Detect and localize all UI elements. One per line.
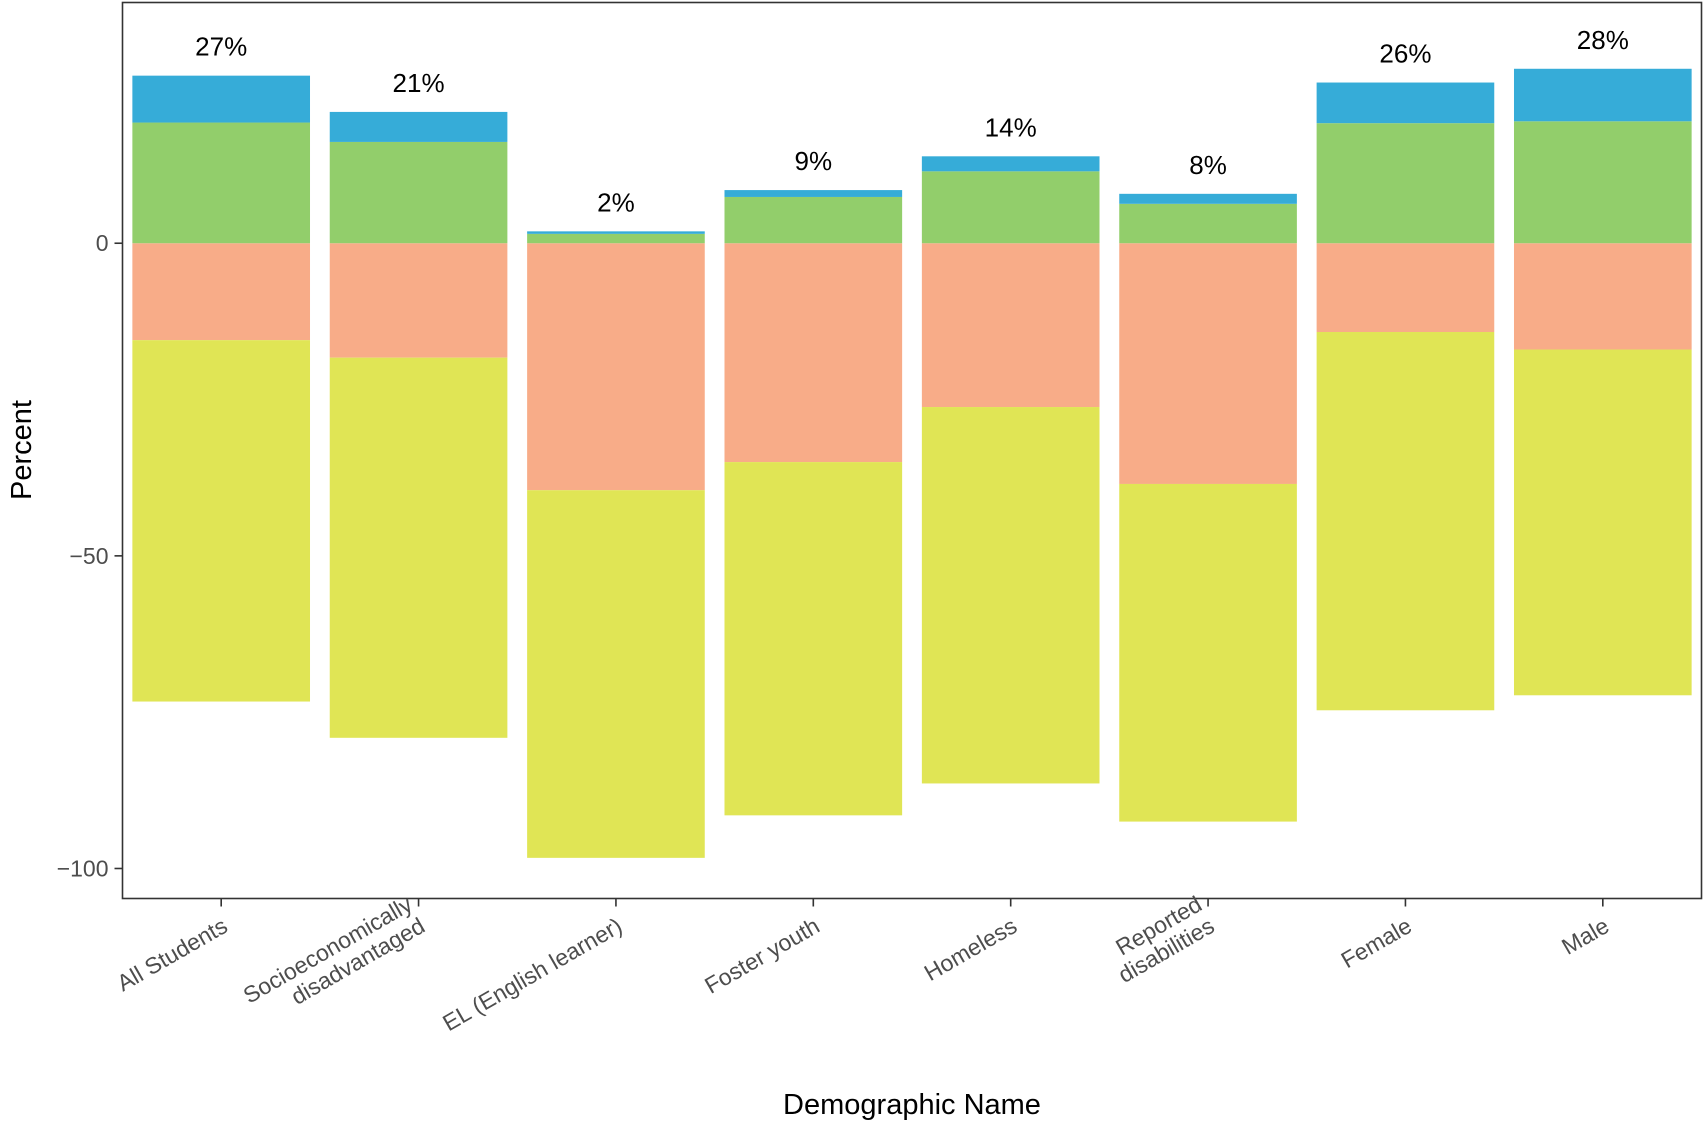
bar-segment xyxy=(329,243,508,358)
data-label: 14% xyxy=(985,112,1037,142)
bar-segment xyxy=(724,243,903,463)
y-axis-title: Percent xyxy=(6,400,38,500)
bar-segment xyxy=(1513,243,1692,350)
bar-segment xyxy=(1119,243,1297,484)
bar-segment xyxy=(921,243,1100,408)
bar-segment xyxy=(527,231,705,234)
data-label: 28% xyxy=(1577,25,1629,55)
x-axis-title: Demographic Name xyxy=(783,1089,1041,1121)
bar-segment xyxy=(1316,123,1495,244)
bar-segment xyxy=(724,190,903,197)
bar-segment xyxy=(1513,121,1692,244)
data-label: 2% xyxy=(597,187,635,217)
bar-segment xyxy=(1513,349,1692,696)
bar-segment xyxy=(921,156,1100,172)
bar-segment xyxy=(527,490,705,858)
data-label: 9% xyxy=(795,146,833,176)
bar-segment xyxy=(1316,243,1495,333)
bars-layer xyxy=(132,68,1692,858)
y-tick-label: −100 xyxy=(57,855,109,881)
bar-segment xyxy=(329,111,508,142)
bar-segment xyxy=(724,462,903,816)
bar-segment xyxy=(132,340,311,702)
y-tick-label: 0 xyxy=(96,230,109,256)
bar-segment xyxy=(921,407,1100,784)
data-labels-layer: 27% 21% 2% 9% 14% 8% 26% 28% xyxy=(195,25,1629,218)
bar-segment xyxy=(1119,483,1297,822)
bar-segment xyxy=(1316,332,1495,711)
y-axis: 0 −50 −100 xyxy=(57,230,123,881)
bar-segment xyxy=(921,171,1100,244)
bar-segment xyxy=(329,141,508,244)
y-tick-label: −50 xyxy=(69,543,108,569)
bar-segment xyxy=(1119,193,1297,204)
bar-segment xyxy=(132,122,311,244)
bar-segment xyxy=(527,243,705,491)
plot-panel-border xyxy=(121,1,1703,900)
bar-segment xyxy=(132,75,311,123)
bar-segment xyxy=(1513,68,1692,122)
bar-segment xyxy=(329,357,508,738)
data-label: 21% xyxy=(393,68,445,98)
bar-segment xyxy=(1119,203,1297,244)
bar-segment xyxy=(527,233,705,244)
bar-segment xyxy=(132,243,311,341)
bar-segment xyxy=(1316,82,1495,124)
data-label: 26% xyxy=(1379,39,1431,69)
data-label: 27% xyxy=(195,32,247,62)
bar-segment xyxy=(724,196,903,244)
data-label: 8% xyxy=(1189,150,1227,180)
